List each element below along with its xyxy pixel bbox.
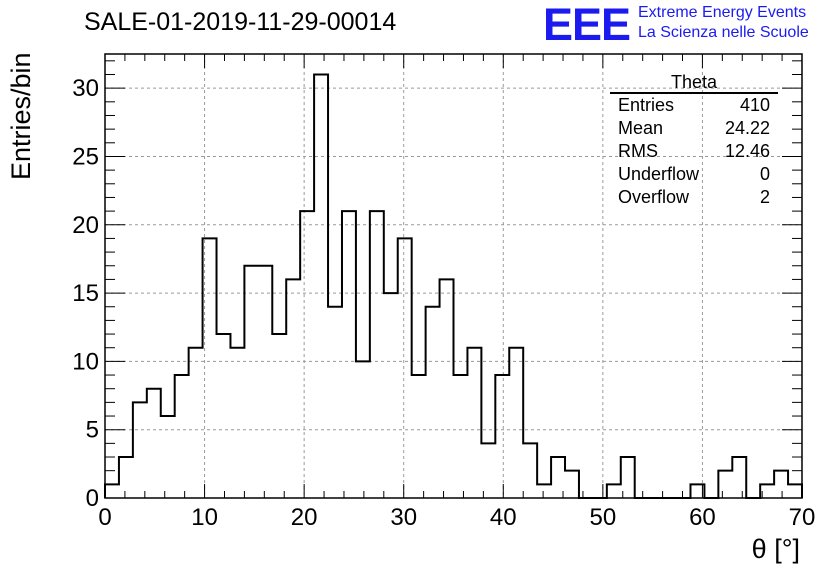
x-tick-label: 50 — [590, 504, 617, 531]
stats-label: Mean — [618, 118, 664, 138]
stats-value: 12.46 — [724, 141, 770, 161]
stats-label: Underflow — [618, 164, 700, 184]
stats-row: Mean 24.22 — [610, 117, 778, 140]
y-tick-label: 5 — [86, 417, 99, 444]
axis-ticks — [104, 54, 803, 499]
x-tick-label: 0 — [98, 504, 111, 531]
stats-value: 24.22 — [724, 118, 770, 138]
x-tick-label: 70 — [789, 504, 816, 531]
stats-title: Theta — [610, 72, 778, 94]
x-tick-label: 20 — [291, 504, 318, 531]
chart-title: SALE-01-2019-11-29-00014 — [84, 8, 397, 36]
stats-value: 0 — [759, 164, 770, 184]
y-tick-label: 25 — [72, 143, 99, 170]
stats-rows: Entries 410 Mean 24.22 RMS 12.46 Underflow 0 Ove… — [610, 94, 778, 209]
x-axis-label: θ [°] — [751, 534, 800, 564]
stats-label: Overflow — [618, 187, 690, 207]
stats-row: Overflow 2 — [610, 186, 778, 209]
logo-line-1: Extreme Energy Events — [638, 4, 807, 21]
stats-box: Theta Entries 410 Mean 24.22 RMS 12.46 Underfl… — [610, 72, 778, 209]
logo-text: Extreme Energy Events La Scienza nelle S… — [638, 3, 809, 43]
eee-logo: EEE — [543, 0, 631, 50]
y-tick-label: 0 — [86, 485, 99, 512]
logo-line-2: La Scienza nelle Scuole — [638, 24, 809, 41]
stats-label: Entries — [618, 95, 675, 115]
stats-value: 2 — [759, 187, 770, 207]
x-tick-label: 60 — [689, 504, 716, 531]
y-axis-label: Entries/bin — [6, 52, 36, 180]
histogram-step-line — [104, 73, 803, 499]
y-tick-label: 10 — [72, 348, 99, 375]
stats-label: RMS — [618, 141, 658, 161]
x-tick-label: 40 — [490, 504, 517, 531]
x-tick-label: 30 — [390, 504, 417, 531]
y-tick-label: 20 — [72, 212, 99, 239]
stats-row: RMS 12.46 — [610, 140, 778, 163]
y-tick-label: 15 — [72, 280, 99, 307]
stats-row: Underflow 0 — [610, 163, 778, 186]
stats-value: 410 — [739, 95, 770, 115]
x-tick-label: 10 — [191, 504, 218, 531]
plot-frame — [104, 53, 803, 499]
y-tick-label: 30 — [72, 75, 99, 102]
stats-row: Entries 410 — [610, 94, 778, 117]
